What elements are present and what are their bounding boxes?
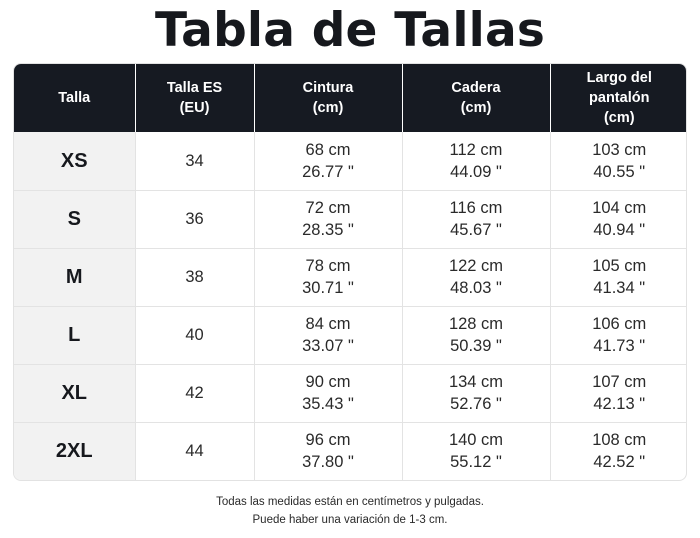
waist-cm: 90 cm — [305, 373, 351, 391]
table-row: 2XL 44 96 cm 37.80 " 140 cm 55.12 " 108 cm… — [14, 422, 686, 480]
table-row: L 40 84 cm 33.07 " 128 cm 50.39 " 106 cm 41… — [14, 306, 686, 365]
hip-cm: 122 cm — [448, 257, 504, 275]
hip-in: 48.03 " — [450, 279, 502, 297]
table-row: XS 34 68 cm 26.77 " 112 cm 44.09 " 103 cm 4… — [14, 132, 686, 191]
waist-in: 35.43 " — [302, 395, 354, 413]
size-label: L — [14, 306, 136, 365]
hip-in: 45.67 " — [450, 221, 502, 239]
es-size: 38 — [135, 248, 255, 307]
header-talla: Talla — [14, 64, 136, 132]
waist-cm: 96 cm — [305, 431, 351, 450]
length-in: 42.13 " — [593, 395, 646, 413]
hip-cell: 128 cm 50.39 " — [402, 306, 551, 365]
hip-in: 52.76 " — [450, 395, 502, 413]
header-cintura: Cintura (cm) — [254, 64, 403, 132]
waist-cm: 84 cm — [305, 315, 351, 333]
length-cm: 108 cm — [592, 431, 647, 450]
table-row: M 38 78 cm 30.71 " 122 cm 48.03 " 105 cm 41… — [14, 248, 686, 307]
length-in: 42.52 " — [593, 453, 646, 472]
waist-cm: 72 cm — [305, 199, 351, 217]
size-label: S — [14, 190, 136, 249]
es-size: 44 — [135, 422, 255, 480]
hip-cm: 112 cm — [449, 140, 503, 159]
length-cell: 106 cm 41.73 " — [550, 306, 686, 365]
hip-cm: 116 cm — [449, 199, 503, 217]
length-in: 40.55 " — [593, 162, 646, 181]
hip-cell: 122 cm 48.03 " — [402, 248, 551, 307]
size-label: XS — [14, 132, 136, 191]
waist-cell: 78 cm 30.71 " — [254, 248, 403, 307]
hip-cell: 116 cm 45.67 " — [402, 190, 551, 249]
waist-cell: 68 cm 26.77 " — [254, 132, 403, 191]
waist-cell: 96 cm 37.80 " — [254, 422, 403, 480]
length-cell: 104 cm 40.94 " — [550, 190, 686, 249]
length-in: 41.34 " — [593, 279, 646, 297]
waist-cell: 72 cm 28.35 " — [254, 190, 403, 249]
waist-cm: 68 cm — [305, 140, 351, 159]
length-cm: 103 cm — [592, 140, 647, 159]
waist-cm: 78 cm — [305, 257, 351, 275]
waist-cell: 84 cm 33.07 " — [254, 306, 403, 365]
es-size: 36 — [135, 190, 255, 249]
size-chart-table: Talla Talla ES (EU) Cintura (cm) Cadera … — [13, 63, 687, 481]
length-in: 40.94 " — [593, 221, 646, 239]
length-cell: 105 cm 41.34 " — [550, 248, 686, 307]
hip-cell: 134 cm 52.76 " — [402, 364, 551, 423]
length-cell: 103 cm 40.55 " — [550, 132, 686, 191]
waist-in: 37.80 " — [302, 453, 354, 472]
footnote-variation: Puede haber una variación de 1-3 cm. — [252, 514, 448, 526]
hip-in: 55.12 " — [450, 453, 502, 472]
waist-in: 28.35 " — [302, 221, 354, 239]
header-largo: Largo del pantalón (cm) — [586, 70, 652, 126]
length-cell: 108 cm 42.52 " — [550, 422, 686, 480]
hip-cell: 112 cm 44.09 " — [402, 132, 551, 191]
table-row: S 36 72 cm 28.35 " 116 cm 45.67 " 104 cm 40… — [14, 190, 686, 249]
hip-cm: 134 cm — [448, 373, 504, 391]
waist-cell: 90 cm 35.43 " — [254, 364, 403, 423]
hip-cm: 128 cm — [448, 315, 504, 333]
footnote-units: Todas las medidas están en centímetros y… — [216, 496, 484, 508]
length-cm: 105 cm — [592, 257, 647, 275]
hip-cell: 140 cm 55.12 " — [402, 422, 551, 480]
waist-in: 33.07 " — [302, 337, 354, 355]
length-cell: 107 cm 42.13 " — [550, 364, 686, 423]
es-size: 40 — [135, 306, 255, 365]
hip-cm: 140 cm — [448, 431, 504, 450]
header-cadera: Cadera (cm) — [402, 64, 551, 132]
size-label: M — [14, 248, 136, 307]
page-title: Tabla de Tallas — [154, 3, 546, 58]
size-label: 2XL — [14, 422, 136, 480]
table-header-row: Talla Talla ES (EU) Cintura (cm) Cadera … — [14, 64, 686, 132]
es-size: 42 — [135, 364, 255, 423]
header-talla-es: Talla ES (EU) — [135, 64, 255, 132]
size-label: XL — [14, 364, 136, 423]
es-size: 34 — [135, 132, 255, 191]
length-cm: 106 cm — [592, 315, 647, 333]
length-in: 41.73 " — [593, 337, 646, 355]
length-cm: 107 cm — [592, 373, 647, 391]
length-cm: 104 cm — [592, 199, 647, 217]
waist-in: 30.71 " — [302, 279, 354, 297]
hip-in: 50.39 " — [450, 337, 502, 355]
table-row: XL 42 90 cm 35.43 " 134 cm 52.76 " 107 cm 4… — [14, 364, 686, 423]
hip-in: 44.09 " — [450, 162, 502, 181]
waist-in: 26.77 " — [302, 162, 354, 181]
